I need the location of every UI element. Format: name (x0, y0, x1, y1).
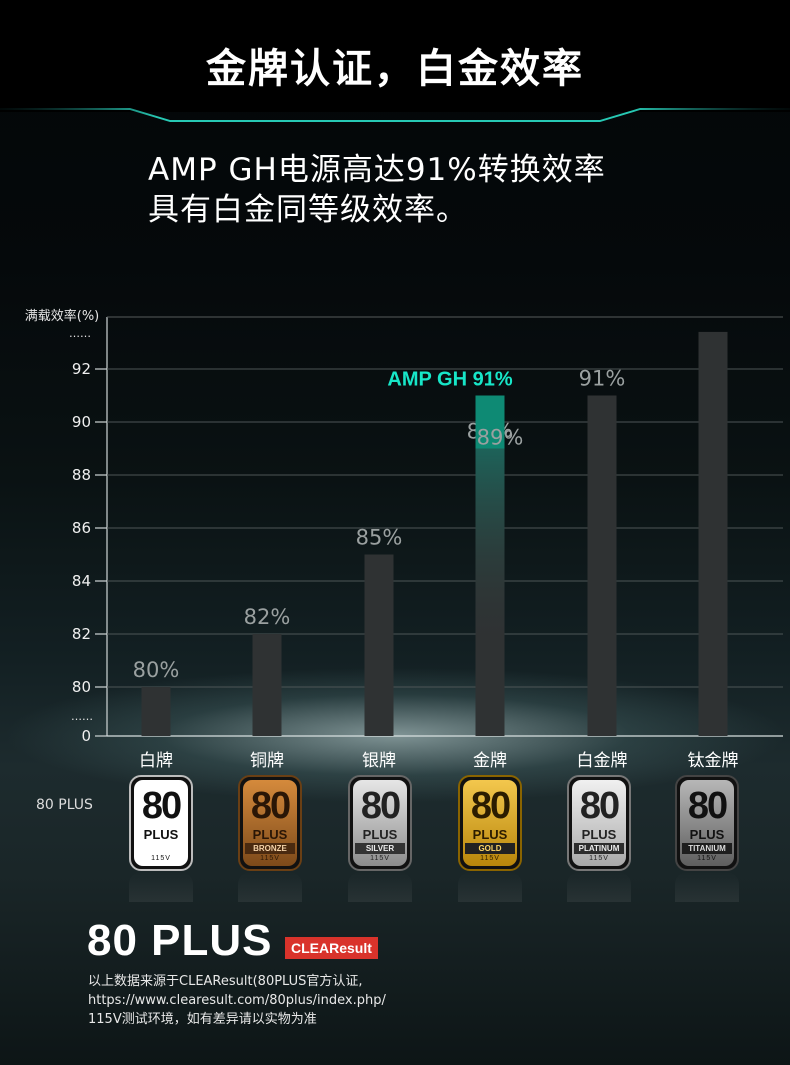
badge-tier-text: PLATINUM (574, 843, 624, 854)
category-label-5: 钛金牌 (688, 751, 739, 771)
badge-silver: 80 PLUS SILVER 115V (348, 775, 412, 871)
badge-reflection (348, 872, 412, 902)
data-label-gold-overlay: 89% (477, 426, 524, 450)
amp-fade-bar (475, 448, 505, 650)
badge-80-text: 80 (250, 785, 291, 827)
badge-volt-text: 115V (589, 855, 609, 862)
category-label-0: 白牌 (139, 751, 173, 771)
badge-plus-text: PLUS (472, 827, 508, 842)
y-tick-label: 82 (72, 625, 91, 643)
intro-line-1: AMP GH电源高达91%转换效率 (148, 152, 606, 188)
badge-gold: 80 PLUS GOLD 115V (458, 775, 522, 871)
badge-80-text: 80 (687, 785, 728, 827)
efficiency-chart-svg: 满载效率(%) …… …… 92 90 88 86 84 82 80 0 80% 白牌 82% 铜牌 85% 银… (25, 308, 783, 771)
bar-5 (698, 331, 728, 736)
badge-row-label: 80 PLUS (36, 797, 93, 813)
badge-platinum: 80 PLUS PLATINUM 115V (567, 775, 631, 871)
badge-volt-text: 115V (480, 855, 500, 862)
badge-plus-text: PLUS (143, 827, 179, 842)
intro-text: AMP GH电源高达91%转换效率 具有白金同等级效率。 (148, 150, 606, 230)
data-label-4: 91% (579, 367, 626, 391)
category-label-3: 金牌 (473, 751, 507, 771)
data-label-2: 85% (356, 526, 403, 550)
badge-plus-text: PLUS (689, 827, 725, 842)
amp-overlay-bar (475, 395, 505, 449)
badge-80-text: 80 (360, 785, 401, 827)
y-tick-label: 92 (72, 360, 91, 378)
category-label-2: 银牌 (362, 751, 396, 771)
badge-titanium: 80 PLUS TITANIUM 115V (675, 775, 739, 871)
badge-reflection (238, 872, 302, 902)
badge-volt-text: 115V (370, 855, 390, 862)
badge-volt-text: 115V (697, 855, 717, 862)
badge-tier-text: SILVER (355, 843, 405, 854)
y-tick-label: 0 (81, 727, 91, 745)
bar-2 (364, 554, 394, 736)
badge-tier-text: BRONZE (245, 843, 295, 854)
y-tick-label: 80 (72, 678, 91, 696)
badge-80-text: 80 (579, 785, 620, 827)
badge-face (134, 780, 188, 866)
data-label-0: 80% (133, 658, 180, 682)
badge-plus-text: PLUS (362, 827, 398, 842)
badge-80-text: 80 (141, 785, 182, 827)
y-axis-label: 满载效率(%) (25, 308, 100, 324)
y-tick-label: 88 (72, 466, 91, 484)
efficiency-chart: 满载效率(%) …… …… 92 90 88 86 84 82 80 0 80% 白牌 82% 铜牌 85% 银… (0, 300, 790, 780)
badge-plus-text: PLUS (581, 827, 617, 842)
amp-overlay-label: AMP GH 91% (387, 369, 512, 391)
y-tick-label: 90 (72, 413, 91, 431)
bar-1 (252, 634, 282, 736)
bar-0 (141, 687, 171, 736)
80plus-logo-text: 80 PLUS (87, 916, 273, 965)
y-tick-label: 84 (72, 572, 91, 590)
badge-tier-text: GOLD (465, 843, 515, 854)
clearesult-badge: CLEAResult (285, 937, 378, 959)
source-line-3: 115V测试环境，如有差异请以实物为准 (88, 1012, 317, 1027)
badge-reflection (129, 872, 193, 902)
badge-volt-text: 115V (151, 855, 171, 862)
data-label-1: 82% (244, 605, 291, 629)
source-line-1: 以上数据来源于CLEAResult(80PLUS官方认证, (88, 974, 363, 989)
category-label-4: 白金牌 (577, 751, 628, 771)
source-line-2: https://www.clearesult.com/80plus/index.… (88, 993, 386, 1008)
y-tick-label: 86 (72, 519, 91, 537)
badge-80-text: 80 (470, 785, 511, 827)
category-label-1: 铜牌 (250, 751, 284, 771)
badge-volt-text: 115V (260, 855, 280, 862)
badge-reflection (675, 872, 739, 902)
badge-tier-text: TITANIUM (682, 843, 732, 854)
header-banner: 金牌认证，白金效率 (0, 0, 790, 112)
badge-bronze: 80 PLUS BRONZE 115V (238, 775, 302, 871)
intro-line-2: 具有白金同等级效率。 (148, 192, 468, 228)
badge-plus-text: PLUS (252, 827, 288, 842)
bar-4 (587, 395, 617, 736)
y-break-bottom: …… (71, 710, 93, 723)
badge-white: 80 PLUS 115V (129, 775, 193, 871)
header-accent-line (0, 108, 790, 122)
page-title: 金牌认证，白金效率 (206, 46, 584, 92)
badge-reflection (567, 872, 631, 902)
y-break-top: …… (69, 327, 91, 340)
badge-reflection (458, 872, 522, 902)
source-note: 以上数据来源于CLEAResult(80PLUS官方认证, https://ww… (88, 972, 386, 1029)
